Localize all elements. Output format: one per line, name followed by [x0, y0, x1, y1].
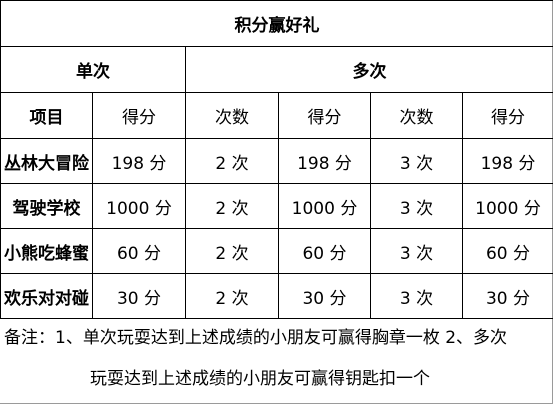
table-row: 驾驶学校 1000 分 2 次 1000 分 3 次 1000 分 [0, 183, 553, 229]
table-title: 积分赢好礼 [0, 0, 553, 47]
header-item: 项目 [0, 92, 93, 139]
multi-score-2: 1000 分 [461, 183, 553, 229]
title-row: 积分赢好礼 [0, 0, 553, 47]
table-row: 欢乐对对碰 30 分 2 次 30 分 3 次 30 分 [0, 273, 553, 319]
item-name: 驾驶学校 [0, 183, 93, 229]
note-section: 备注：1、单次玩耍达到上述成绩的小朋友可赢得胸章一枚 2、多次 玩耍达到上述成绩… [0, 316, 553, 404]
multi-times-2: 3 次 [370, 273, 463, 319]
table-row: 丛林大冒险 198 分 2 次 198 分 3 次 198 分 [0, 138, 553, 184]
group-single-header: 单次 [0, 46, 186, 93]
multi-score-2: 60 分 [461, 228, 553, 274]
multi-score-2: 198 分 [461, 138, 553, 184]
header-single-score: 得分 [92, 92, 186, 139]
score-table: 积分赢好礼 单次 多次 项目 得分 次数 得分 次数 得分 丛林大冒险 198 … [0, 0, 553, 319]
item-name: 丛林大冒险 [0, 138, 93, 184]
single-score: 60 分 [92, 228, 186, 274]
multi-score-1: 60 分 [278, 228, 371, 274]
table-row: 小熊吃蜂蜜 60 分 2 次 60 分 3 次 60 分 [0, 228, 553, 274]
group-multi-header: 多次 [184, 46, 553, 93]
single-score: 30 分 [92, 273, 186, 319]
header-multi-times-2: 次数 [370, 92, 463, 139]
multi-times-1: 2 次 [185, 138, 279, 184]
note-line-1: 备注：1、单次玩耍达到上述成绩的小朋友可赢得胸章一枚 2、多次 [4, 328, 508, 348]
multi-score-2: 30 分 [461, 273, 553, 319]
multi-score-1: 1000 分 [278, 183, 371, 229]
multi-times-2: 3 次 [370, 138, 463, 184]
multi-times-1: 2 次 [185, 273, 279, 319]
multi-score-1: 30 分 [278, 273, 371, 319]
header-multi-score-1: 得分 [278, 92, 371, 139]
item-name: 小熊吃蜂蜜 [0, 228, 93, 274]
header-multi-times-1: 次数 [185, 92, 279, 139]
group-header-row: 单次 多次 [0, 46, 553, 93]
multi-times-1: 2 次 [185, 183, 279, 229]
multi-score-1: 198 分 [278, 138, 371, 184]
multi-times-1: 2 次 [185, 228, 279, 274]
multi-times-2: 3 次 [370, 228, 463, 274]
item-name: 欢乐对对碰 [0, 273, 93, 319]
single-score: 1000 分 [92, 183, 186, 229]
multi-times-2: 3 次 [370, 183, 463, 229]
note-line-2: 玩耍达到上述成绩的小朋友可赢得钥匙扣一个 [90, 369, 430, 389]
single-score: 198 分 [92, 138, 186, 184]
column-header-row: 项目 得分 次数 得分 次数 得分 [0, 92, 553, 139]
header-multi-score-2: 得分 [461, 92, 553, 139]
